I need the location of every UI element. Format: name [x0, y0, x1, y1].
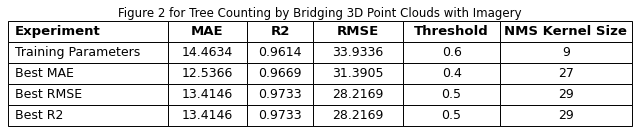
Text: 28.2169: 28.2169	[332, 88, 384, 101]
Bar	[313, 42, 403, 63]
Text: 0.9733: 0.9733	[259, 88, 302, 101]
Text: 28.2169: 28.2169	[332, 109, 384, 122]
Bar	[500, 105, 632, 126]
Bar	[247, 84, 313, 105]
Text: 0.5: 0.5	[442, 109, 461, 122]
Bar	[313, 84, 403, 105]
Text: 29: 29	[558, 109, 573, 122]
Text: 13.4146: 13.4146	[182, 88, 233, 101]
Bar	[500, 42, 632, 63]
Bar	[403, 42, 500, 63]
Bar	[500, 21, 632, 42]
Text: 0.9614: 0.9614	[259, 46, 302, 59]
Text: Best MAE: Best MAE	[15, 67, 74, 80]
Text: 31.3905: 31.3905	[332, 67, 384, 80]
Text: 29: 29	[558, 88, 573, 101]
Text: Experiment: Experiment	[15, 25, 100, 38]
Text: 12.5366: 12.5366	[182, 67, 233, 80]
Text: Best RMSE: Best RMSE	[15, 88, 82, 101]
Bar	[168, 63, 247, 84]
Bar	[8, 42, 168, 63]
Text: 0.4: 0.4	[442, 67, 461, 80]
Text: 13.4146: 13.4146	[182, 109, 233, 122]
Bar	[403, 21, 500, 42]
Text: Threshold: Threshold	[414, 25, 489, 38]
Bar	[247, 105, 313, 126]
Bar	[168, 21, 247, 42]
Text: 0.9669: 0.9669	[259, 67, 302, 80]
Bar	[168, 42, 247, 63]
Bar	[403, 63, 500, 84]
Text: Figure 2 for Tree Counting by Bridging 3D Point Clouds with Imagery: Figure 2 for Tree Counting by Bridging 3…	[118, 7, 522, 20]
Bar	[168, 84, 247, 105]
Text: Training Parameters: Training Parameters	[15, 46, 140, 59]
Bar	[168, 105, 247, 126]
Text: 0.5: 0.5	[442, 88, 461, 101]
Text: 0.6: 0.6	[442, 46, 461, 59]
Bar	[403, 84, 500, 105]
Text: NMS Kernel Size: NMS Kernel Size	[504, 25, 627, 38]
Bar	[313, 105, 403, 126]
Bar	[500, 84, 632, 105]
Bar	[500, 63, 632, 84]
Bar	[8, 21, 168, 42]
Bar	[8, 63, 168, 84]
Bar	[8, 84, 168, 105]
Text: 33.9336: 33.9336	[332, 46, 384, 59]
Bar	[313, 21, 403, 42]
Bar	[247, 21, 313, 42]
Text: MAE: MAE	[191, 25, 224, 38]
Bar	[247, 42, 313, 63]
Bar	[247, 63, 313, 84]
Bar	[8, 105, 168, 126]
Text: RMSE: RMSE	[337, 25, 380, 38]
Text: R2: R2	[271, 25, 290, 38]
Bar	[403, 105, 500, 126]
Text: Best R2: Best R2	[15, 109, 63, 122]
Text: 0.9733: 0.9733	[259, 109, 302, 122]
Text: 27: 27	[558, 67, 574, 80]
Text: 9: 9	[562, 46, 570, 59]
Text: 14.4634: 14.4634	[182, 46, 233, 59]
Bar	[313, 63, 403, 84]
